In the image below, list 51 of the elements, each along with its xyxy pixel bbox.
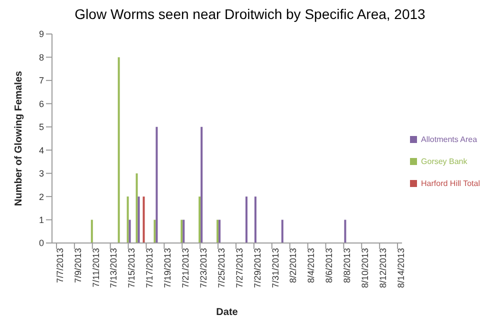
y-tick-label: 6 bbox=[38, 98, 44, 109]
y-tick-label: 8 bbox=[38, 52, 44, 62]
bar bbox=[200, 126, 203, 243]
x-tick-label: 7/27/2013 bbox=[234, 248, 244, 288]
x-tick-label: 7/17/2013 bbox=[144, 248, 155, 288]
y-axis-title: Number of Glowing Females bbox=[14, 70, 25, 206]
x-tick-label: 7/31/2013 bbox=[270, 248, 280, 288]
x-tick-label: 8/10/2013 bbox=[360, 248, 370, 288]
bar bbox=[136, 173, 138, 243]
bar bbox=[138, 196, 140, 243]
bar bbox=[245, 196, 248, 243]
x-tick-label: 7/11/2013 bbox=[90, 248, 101, 288]
bar bbox=[142, 196, 145, 243]
chart-title: Glow Worms seen near Droitwich by Specific Area, 2013 bbox=[74, 6, 426, 22]
y-tick-label: 4 bbox=[38, 145, 44, 156]
legend-label: Allotments Area bbox=[421, 134, 478, 144]
x-tick-label: 7/21/2013 bbox=[180, 248, 191, 288]
bar bbox=[281, 220, 284, 243]
bar bbox=[344, 220, 346, 243]
y-tick-label: 7 bbox=[38, 76, 44, 86]
x-axis-title: Date bbox=[216, 307, 238, 318]
y-tick-label: 0 bbox=[38, 238, 44, 248]
x-tick-label: 7/7/2013 bbox=[54, 248, 65, 284]
legend-label: Harford Hill Total bbox=[421, 178, 480, 188]
bar bbox=[118, 57, 120, 243]
y-tick-label: 3 bbox=[38, 168, 44, 179]
x-tick-label: 7/13/2013 bbox=[108, 248, 119, 288]
y-tick-label: 9 bbox=[38, 29, 44, 40]
x-tick-label: 8/14/2013 bbox=[396, 248, 406, 288]
x-tick-label: 7/25/2013 bbox=[216, 248, 226, 288]
x-tick-label: 8/6/2013 bbox=[324, 248, 334, 284]
bar bbox=[198, 196, 201, 243]
bar bbox=[128, 220, 131, 243]
y-tick-label: 5 bbox=[38, 122, 44, 132]
x-tick-label: 7/15/2013 bbox=[126, 248, 137, 288]
x-tick-label: 8/12/2013 bbox=[378, 248, 388, 288]
x-tick-label: 7/19/2013 bbox=[162, 248, 173, 288]
x-tick-label: 7/23/2013 bbox=[198, 248, 208, 288]
legend-label: Gorsey Bank bbox=[421, 156, 468, 166]
bar bbox=[154, 220, 156, 243]
x-tick-label: 8/8/2013 bbox=[342, 248, 352, 284]
bar bbox=[254, 196, 256, 243]
x-tick-label: 7/29/2013 bbox=[252, 248, 262, 288]
x-tick-label: 8/4/2013 bbox=[306, 248, 316, 284]
x-tick-label: 8/2/2013 bbox=[288, 248, 298, 284]
bar bbox=[90, 220, 93, 243]
bar bbox=[156, 126, 158, 243]
x-tick-label: 7/9/2013 bbox=[72, 248, 83, 284]
y-tick-label: 1 bbox=[38, 214, 44, 225]
y-tick-label: 2 bbox=[38, 192, 44, 202]
bar bbox=[126, 196, 129, 243]
